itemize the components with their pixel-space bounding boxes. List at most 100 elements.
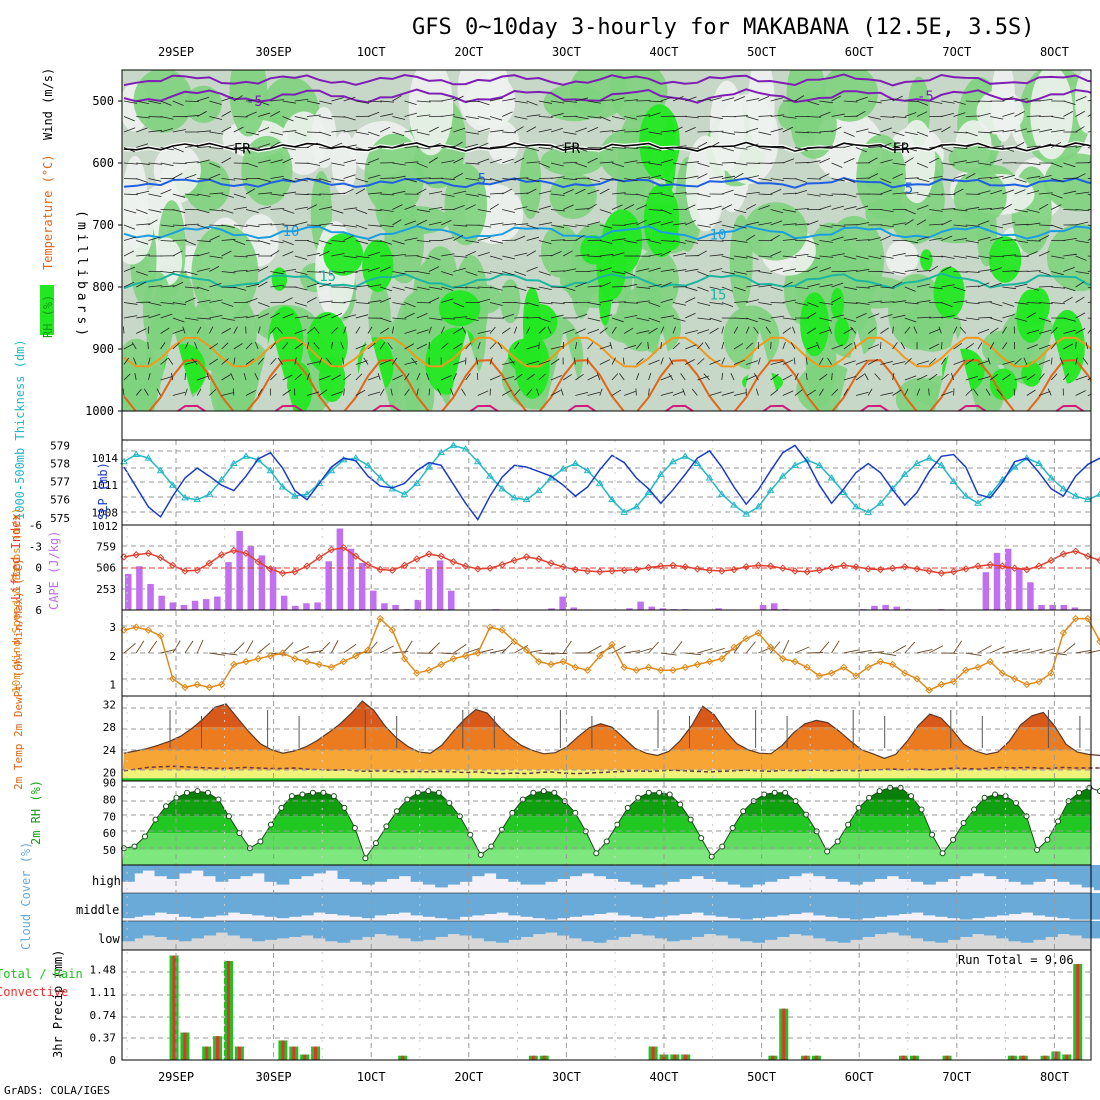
wind-barb <box>489 192 504 195</box>
thickness-point <box>778 472 787 479</box>
time-label-top-3: 2OCT <box>454 45 483 59</box>
wind-barb <box>721 189 734 195</box>
wind-barb <box>209 147 224 150</box>
wind-barb <box>428 255 441 261</box>
rh2m-point <box>677 801 684 808</box>
wind-barb <box>977 113 991 117</box>
wind-barb <box>331 374 342 381</box>
wind-barb <box>416 100 431 103</box>
wind-barb <box>233 357 236 365</box>
wind-barb <box>953 300 968 303</box>
wind-barb <box>245 131 259 136</box>
wind-barb <box>550 302 565 305</box>
lifted-index-point <box>425 550 433 558</box>
wind-barb <box>929 209 943 212</box>
lifted-index-point <box>669 561 677 570</box>
cape-bar <box>147 583 154 610</box>
wind-barb <box>206 372 210 381</box>
chart-title: GFS 0~10day 3-hourly for MAKABANA (12.5E… <box>412 15 1035 40</box>
wind-barb <box>148 302 162 306</box>
wind-barb <box>900 342 906 350</box>
wind-barb <box>977 301 992 303</box>
wind-barb <box>1026 270 1041 272</box>
cloud-low-cell <box>642 921 656 936</box>
cloud-high-cell <box>752 865 766 885</box>
wind10-point <box>827 669 836 677</box>
wind-barb <box>367 251 380 257</box>
lifted-index-point <box>376 565 384 574</box>
cloud-middle-cell <box>764 893 778 917</box>
lifted-index-point <box>730 565 738 574</box>
cloud-middle-cell <box>776 893 790 916</box>
lifted-index-point <box>754 561 763 570</box>
lifted-index-point <box>888 564 897 572</box>
wind-barb <box>746 116 759 121</box>
wind-barb <box>1002 129 1016 133</box>
wind-barb <box>319 100 332 105</box>
wind-barb <box>465 143 479 148</box>
thickness-point <box>827 474 836 481</box>
wind-barb <box>538 205 551 210</box>
wind-barb <box>880 341 882 350</box>
wind-barb <box>672 269 687 272</box>
lifted-index-point <box>962 565 970 573</box>
wind-barb <box>367 158 380 164</box>
wind-barb <box>868 237 881 241</box>
slp-left-ylabel: 1000-500mb Thickness (dm) <box>13 339 27 520</box>
wind-barb <box>319 375 331 381</box>
wind-barb <box>855 286 870 289</box>
wind-barb <box>282 224 297 226</box>
wind-barb <box>306 297 317 303</box>
rh2m-point <box>288 793 295 800</box>
wind-barb <box>221 224 235 228</box>
wind-barb <box>380 254 395 257</box>
wind-barb <box>953 237 968 241</box>
wind-barb <box>428 206 443 210</box>
wind10-point <box>718 655 726 663</box>
wind-barb <box>340 341 344 350</box>
thickness-point <box>449 441 458 448</box>
wind10-point <box>974 663 982 672</box>
wind-barb <box>599 178 614 181</box>
wind-barb <box>709 302 724 305</box>
wind-barb <box>367 174 381 179</box>
wind-barb <box>770 315 785 319</box>
wind-barb <box>599 224 613 229</box>
wind-barb <box>550 390 561 396</box>
lifted-index-point <box>1071 547 1080 555</box>
wind10-point <box>620 663 628 672</box>
wind-barb <box>172 302 187 306</box>
rh2m-point <box>383 823 390 830</box>
wind-barb <box>453 95 464 102</box>
wind-barb <box>977 282 990 288</box>
wind-barb <box>1038 235 1050 241</box>
wind-barb <box>197 286 210 292</box>
wind-barb <box>880 209 894 213</box>
wind-barb <box>697 142 708 148</box>
cloud-low-cell <box>1032 921 1046 940</box>
cape-bar <box>303 603 310 610</box>
wind-barb <box>1038 203 1049 210</box>
wind-barb <box>282 209 295 214</box>
cloud-high-cell <box>252 865 265 874</box>
wind-barb <box>1063 253 1077 257</box>
wind-barb <box>416 373 421 381</box>
thickness-point <box>839 488 848 495</box>
wind-barb <box>306 114 321 117</box>
cape-bar <box>448 590 455 610</box>
wind-barb <box>880 286 895 289</box>
wind-barb <box>160 209 175 211</box>
wind-barb <box>868 157 878 164</box>
cape-bar <box>247 546 255 610</box>
cloud-middle-cell <box>947 893 961 919</box>
wind-barb <box>746 127 759 133</box>
time-label-top-2: 1OCT <box>357 45 386 59</box>
thickness-point <box>217 475 226 483</box>
wind-barb <box>563 250 573 257</box>
wind-barb <box>977 236 991 241</box>
rh2m-point <box>981 794 988 801</box>
lifted-index-point <box>815 566 824 575</box>
wind-barb <box>587 269 602 272</box>
rh-blob <box>142 271 173 351</box>
wind-barb <box>184 342 189 350</box>
